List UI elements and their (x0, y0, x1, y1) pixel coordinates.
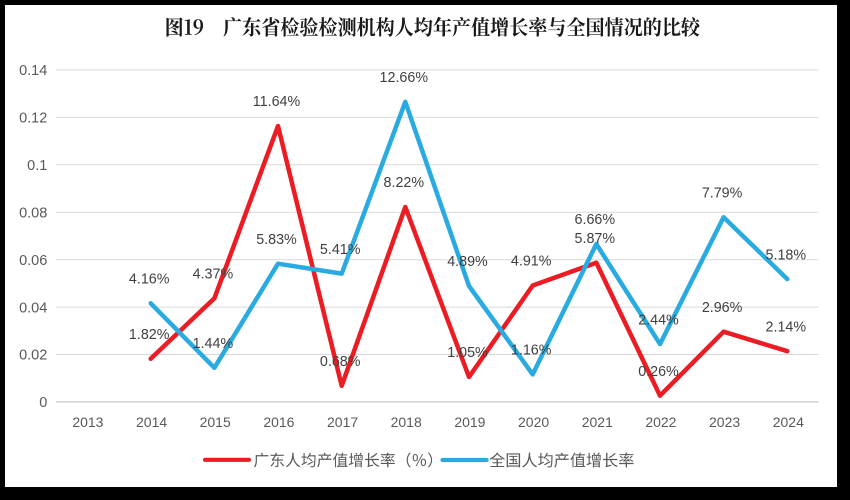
svg-text:2014: 2014 (136, 414, 167, 430)
svg-text:2022: 2022 (645, 414, 676, 430)
svg-text:2018: 2018 (391, 414, 422, 430)
svg-text:11.64%: 11.64% (253, 94, 301, 110)
svg-text:0: 0 (39, 395, 47, 411)
svg-text:1.05%: 1.05% (447, 345, 488, 361)
svg-text:0.26%: 0.26% (638, 364, 679, 380)
svg-text:5.18%: 5.18% (766, 247, 807, 263)
svg-text:2.96%: 2.96% (702, 300, 743, 316)
svg-text:4.91%: 4.91% (511, 254, 552, 270)
svg-text:0.04: 0.04 (19, 300, 47, 316)
svg-text:2016: 2016 (263, 414, 294, 430)
svg-text:8.22%: 8.22% (384, 175, 425, 191)
svg-text:0.02: 0.02 (19, 348, 47, 364)
svg-text:2019: 2019 (454, 414, 485, 430)
svg-text:5.87%: 5.87% (575, 231, 616, 247)
svg-text:0.08: 0.08 (19, 205, 47, 221)
svg-text:1.16%: 1.16% (511, 343, 552, 359)
svg-text:2023: 2023 (709, 414, 740, 430)
svg-text:1.82%: 1.82% (129, 327, 170, 343)
svg-text:2015: 2015 (200, 414, 231, 430)
svg-text:4.89%: 4.89% (447, 254, 488, 270)
svg-text:12.66%: 12.66% (380, 70, 429, 86)
svg-text:2.44%: 2.44% (638, 312, 679, 328)
svg-text:0.12: 0.12 (19, 111, 47, 127)
svg-text:2024: 2024 (773, 414, 804, 430)
svg-text:5.41%: 5.41% (320, 242, 361, 258)
svg-text:6.66%: 6.66% (575, 212, 616, 228)
svg-text:0.14: 0.14 (19, 63, 47, 79)
svg-text:2020: 2020 (518, 414, 549, 430)
svg-text:0.06: 0.06 (19, 253, 47, 269)
svg-text:0.68%: 0.68% (320, 354, 361, 370)
svg-text:7.79%: 7.79% (702, 185, 743, 201)
svg-text:5.83%: 5.83% (256, 232, 297, 248)
svg-text:1.44%: 1.44% (193, 336, 234, 352)
svg-text:4.16%: 4.16% (129, 272, 170, 288)
svg-text:2021: 2021 (582, 414, 613, 430)
svg-text:2.14%: 2.14% (766, 319, 807, 335)
svg-text:2017: 2017 (327, 414, 358, 430)
svg-text:4.37%: 4.37% (193, 267, 234, 283)
svg-text:2013: 2013 (72, 414, 103, 430)
svg-text:0.1: 0.1 (27, 158, 47, 174)
